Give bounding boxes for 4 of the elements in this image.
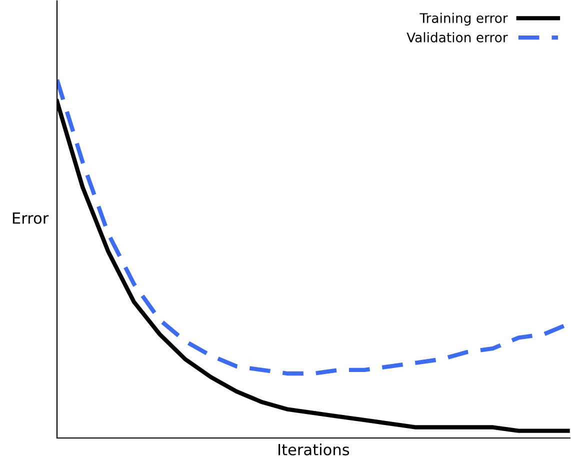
- y-axis-title: Error: [12, 212, 49, 224]
- legend-label: Training error: [420, 12, 508, 26]
- legend-label: Validation error: [406, 32, 508, 42]
- x-axis-title: Iterations: [278, 444, 350, 456]
